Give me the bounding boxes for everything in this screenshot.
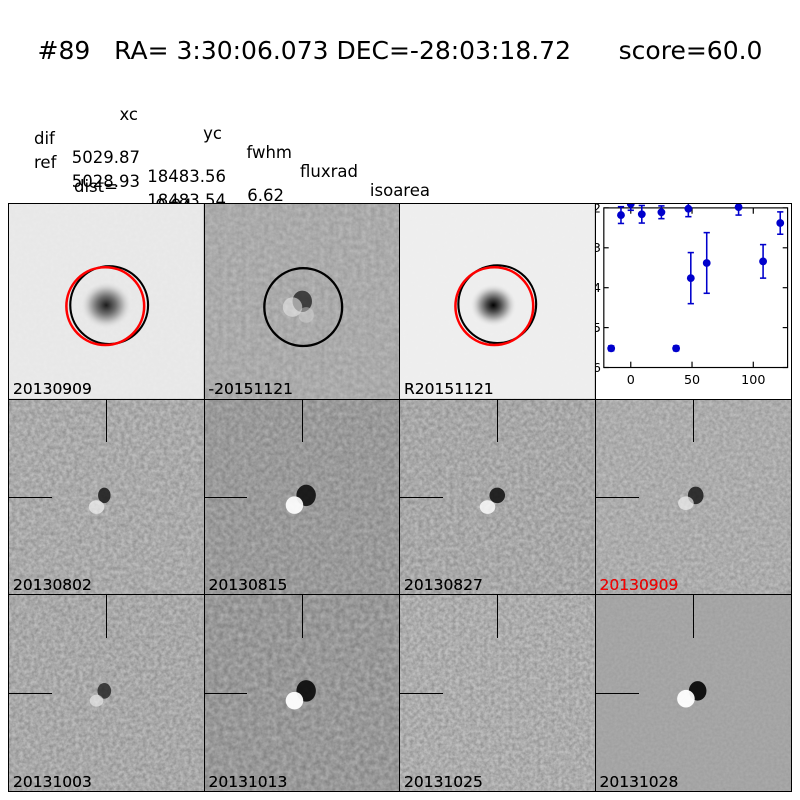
svg-text:22: 22 bbox=[596, 204, 601, 215]
dist-label: dist= bbox=[74, 177, 118, 196]
stamp-panel-difference[interactable]: 20131028 bbox=[595, 595, 791, 791]
crosshair-vertical bbox=[301, 595, 303, 639]
aperture-circles bbox=[262, 267, 343, 348]
cell-xc: 5028.93 bbox=[71, 172, 140, 191]
reference-image bbox=[400, 204, 595, 399]
row-label-ref: ref bbox=[34, 153, 57, 172]
table-header-row: xc yc fwhm fluxrad isoarea mag auto aper… bbox=[0, 86, 800, 276]
crosshair-vertical bbox=[497, 595, 499, 639]
light-curve-panel[interactable]: 22 23 24 25 26 0 50 100 bbox=[595, 204, 791, 400]
crosshair-vertical bbox=[106, 399, 108, 443]
crosshair-vertical bbox=[301, 399, 303, 443]
stamp-panel-science[interactable]: 20130909 bbox=[9, 204, 205, 400]
stamp-label: 20131025 bbox=[404, 772, 483, 791]
stamp-panel-reference[interactable]: R20151121 bbox=[400, 204, 596, 400]
crosshair-horizontal bbox=[9, 496, 52, 498]
light-curve-chart: 22 23 24 25 26 0 50 100 bbox=[595, 204, 791, 399]
cell-fwhm: 6.62 bbox=[247, 186, 284, 205]
stamp-panel-difference-current[interactable]: 20130909 bbox=[595, 399, 791, 596]
crosshair-horizontal bbox=[204, 496, 248, 498]
svg-text:24: 24 bbox=[596, 280, 601, 295]
crosshair-horizontal bbox=[204, 693, 248, 695]
svg-text:0: 0 bbox=[626, 372, 634, 387]
stamp-panel-difference[interactable]: 20131003 bbox=[9, 595, 205, 791]
svg-text:23: 23 bbox=[596, 240, 601, 255]
stamp-label: -20151121 bbox=[208, 380, 294, 399]
table-row: ref 5028.93 18483.54 4.03 2.48 126.00 20… bbox=[0, 134, 800, 362]
svg-text:100: 100 bbox=[741, 372, 765, 387]
stamp-panel-difference[interactable]: 20130815 bbox=[204, 399, 400, 596]
table-row: dif 5029.87 18483.56 6.62 2.02 19.00 22.… bbox=[0, 110, 800, 319]
crosshair-vertical bbox=[497, 399, 499, 443]
crosshair-vertical bbox=[693, 399, 695, 443]
cell-yc: 18483.56 bbox=[147, 167, 226, 186]
crosshair-vertical bbox=[693, 595, 695, 639]
aperture-circles bbox=[454, 264, 538, 347]
column-header-isoarea: isoarea bbox=[369, 181, 430, 200]
stamp-label: 20131013 bbox=[208, 772, 288, 791]
crosshair-horizontal bbox=[400, 496, 443, 498]
column-header-xc: xc bbox=[119, 105, 138, 124]
svg-text:50: 50 bbox=[683, 372, 699, 387]
stamp-panel-difference[interactable]: 20130802 bbox=[9, 399, 205, 596]
svg-text:25: 25 bbox=[596, 320, 601, 335]
stamp-panel-difference[interactable]: 20131013 bbox=[204, 595, 400, 791]
crosshair-horizontal bbox=[595, 693, 639, 695]
aperture-circles bbox=[65, 265, 150, 347]
crosshair-horizontal bbox=[595, 496, 639, 498]
stamp-label: 20130815 bbox=[208, 575, 288, 594]
svg-text:26: 26 bbox=[596, 360, 601, 375]
science-image bbox=[9, 204, 204, 399]
table-footer-row: dist= 0.94 z= nan 19.92 new bbox=[0, 158, 800, 291]
crosshair-horizontal bbox=[9, 693, 52, 695]
stamp-label: R20151121 bbox=[404, 380, 494, 399]
crosshair-horizontal bbox=[400, 693, 443, 695]
stamp-label: 20130909 bbox=[13, 380, 92, 399]
column-header-yc: yc bbox=[203, 124, 222, 143]
column-header-fwhm: fwhm bbox=[246, 143, 292, 162]
stamp-label: 20130827 bbox=[404, 575, 483, 594]
stamp-panel-difference[interactable]: 20130827 bbox=[400, 399, 596, 596]
stamp-label: 20130802 bbox=[13, 575, 92, 594]
stamp-label-current: 20130909 bbox=[599, 575, 679, 594]
photometry-table: xc yc fwhm fluxrad isoarea mag auto aper… bbox=[0, 86, 800, 362]
stamp-label: 20131028 bbox=[599, 772, 679, 791]
row-label-dif: dif bbox=[34, 129, 55, 148]
stamp-label: 20131003 bbox=[13, 772, 92, 791]
stamp-panel-template[interactable]: -20151121 bbox=[204, 204, 400, 400]
cell-xc: 5029.87 bbox=[71, 148, 140, 167]
template-image bbox=[204, 204, 399, 399]
stamp-grid: 20130909 bbox=[8, 203, 792, 792]
stamp-panel-difference[interactable]: 20131025 bbox=[400, 595, 596, 791]
crosshair-vertical bbox=[106, 595, 108, 639]
column-header-fluxrad: fluxrad bbox=[300, 162, 358, 181]
page-title: #89 RA= 3:30:06.073 DEC=-28:03:18.72 sco… bbox=[37, 36, 763, 65]
